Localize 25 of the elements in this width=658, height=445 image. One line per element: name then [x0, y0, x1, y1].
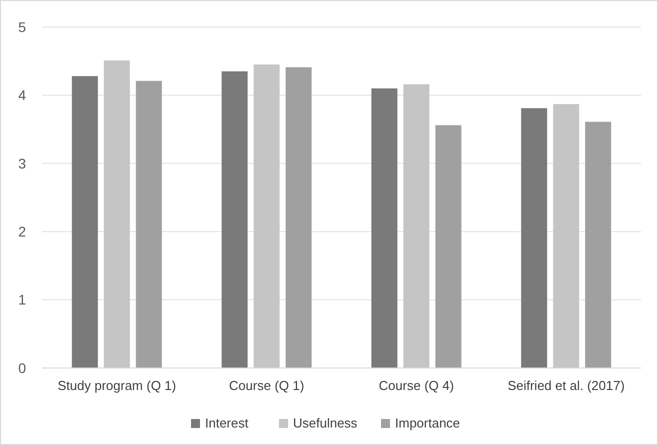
bar [222, 71, 248, 368]
bar [435, 125, 462, 368]
legend-label: Interest [205, 416, 249, 431]
legend-label: Importance [395, 416, 460, 431]
bar [371, 88, 398, 368]
y-tick-label: 5 [18, 18, 26, 35]
legend-label: Usefulness [293, 416, 358, 431]
x-tick-label: Seifried et al. (2017) [508, 378, 625, 393]
bar [254, 64, 280, 368]
bar [104, 60, 130, 368]
bar [521, 108, 548, 368]
y-tick-label: 1 [18, 292, 26, 308]
bar [553, 104, 580, 368]
bar [72, 76, 98, 368]
bar [403, 84, 430, 368]
x-tick-label: Course (Q 4) [378, 378, 454, 393]
x-tick-label: Course (Q 1) [229, 378, 304, 393]
y-tick-label: 4 [18, 87, 26, 104]
x-tick-label: Study program (Q 1) [58, 378, 176, 393]
bar [286, 67, 312, 368]
y-tick-label: 3 [18, 155, 26, 172]
bar [136, 80, 162, 368]
y-tick-label: 2 [18, 224, 26, 240]
bar [585, 122, 612, 368]
y-tick-label: 0 [18, 360, 26, 376]
